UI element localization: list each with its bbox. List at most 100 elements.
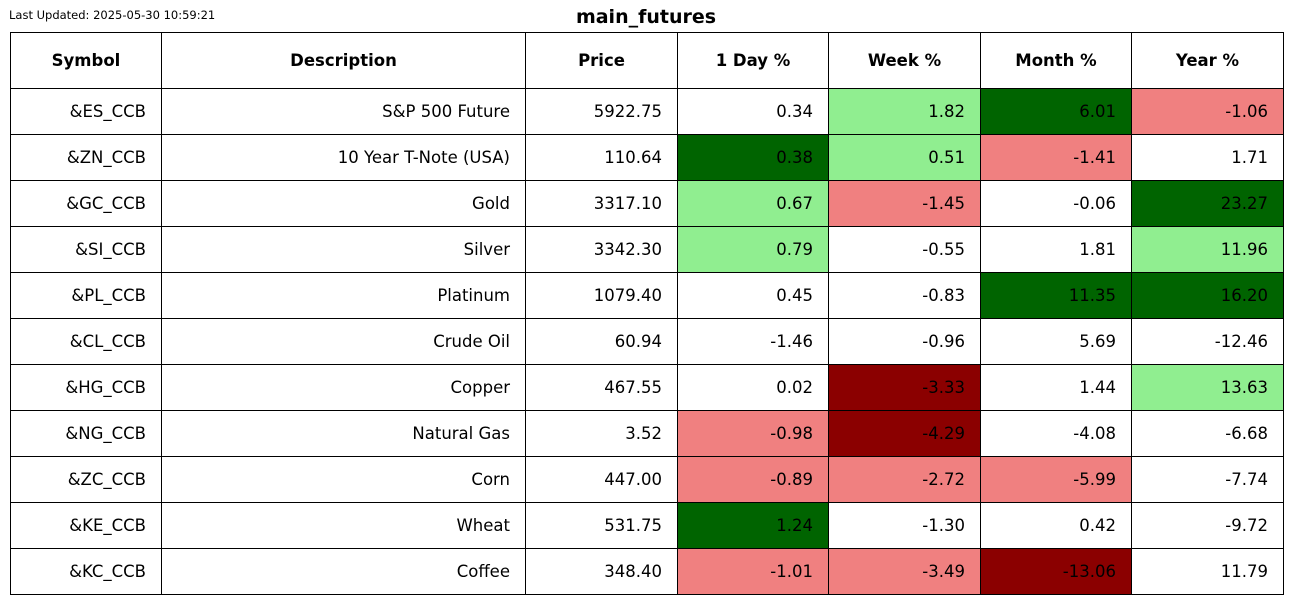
- table-cell: -1.46: [677, 318, 829, 365]
- table-cell: 110.64: [525, 134, 678, 181]
- table-cell: 23.27: [1131, 180, 1284, 227]
- table-cell: -0.55: [828, 226, 981, 273]
- column-header: 1 Day %: [677, 32, 829, 89]
- table-cell: -0.98: [677, 410, 829, 457]
- table-cell: -1.41: [980, 134, 1132, 181]
- table-cell: 6.01: [980, 88, 1132, 135]
- column-header: Week %: [828, 32, 981, 89]
- table-cell: -1.01: [677, 548, 829, 595]
- table-header: Symbol Description Price 1 Day % Week % Month…: [10, 32, 1284, 89]
- table-cell: 3317.10: [525, 180, 678, 227]
- table-cell: 1.24: [677, 502, 829, 549]
- table-row: &NG_CCB Natural Gas 3.52 -0.98 -4.29 -4.08 -6.…: [10, 410, 1284, 457]
- table-cell: Silver: [161, 226, 526, 273]
- table-cell: Copper: [161, 364, 526, 411]
- table-cell: 10 Year T-Note (USA): [161, 134, 526, 181]
- table-row: &ZC_CCB Corn 447.00 -0.89 -2.72 -5.99 -7.74: [10, 456, 1284, 503]
- table-cell: 3342.30: [525, 226, 678, 273]
- table-cell: Platinum: [161, 272, 526, 319]
- table-cell: &KE_CCB: [10, 502, 162, 549]
- table-cell: -1.30: [828, 502, 981, 549]
- table-cell: 1.44: [980, 364, 1132, 411]
- table-row: &HG_CCB Copper 467.55 0.02 -3.33 1.44 13.63: [10, 364, 1284, 411]
- table-cell: -0.89: [677, 456, 829, 503]
- table-cell: 0.02: [677, 364, 829, 411]
- table-cell: -5.99: [980, 456, 1132, 503]
- table-cell: &CL_CCB: [10, 318, 162, 365]
- table-cell: -0.83: [828, 272, 981, 319]
- table-cell: -0.96: [828, 318, 981, 365]
- table-row: &KC_CCB Coffee 348.40 -1.01 -3.49 -13.06 11.79: [10, 548, 1284, 595]
- table-row: &GC_CCB Gold 3317.10 0.67 -1.45 -0.06 23.27: [10, 180, 1284, 227]
- column-header: Year %: [1131, 32, 1284, 89]
- table-cell: 1.82: [828, 88, 981, 135]
- table-cell: 348.40: [525, 548, 678, 595]
- table-cell: Corn: [161, 456, 526, 503]
- table-cell: -0.06: [980, 180, 1132, 227]
- table-cell: 5.69: [980, 318, 1132, 365]
- table-title: main_futures: [575, 6, 717, 28]
- table-row: &ZN_CCB 10 Year T-Note (USA) 110.64 0.38 0.5…: [10, 134, 1284, 181]
- column-header: Symbol: [10, 32, 162, 89]
- table-cell: -4.08: [980, 410, 1132, 457]
- table-body: &ES_CCB S&P 500 Future 5922.75 0.34 1.82 6.01…: [10, 88, 1284, 595]
- column-header: Price: [525, 32, 678, 89]
- table-cell: -3.49: [828, 548, 981, 595]
- table-cell: &ZC_CCB: [10, 456, 162, 503]
- table-row: &PL_CCB Platinum 1079.40 0.45 -0.83 11.35 16.2…: [10, 272, 1284, 319]
- table-cell: 0.42: [980, 502, 1132, 549]
- table-row: &CL_CCB Crude Oil 60.94 -1.46 -0.96 5.69 -12.4…: [10, 318, 1284, 365]
- table-cell: &SI_CCB: [10, 226, 162, 273]
- table-cell: &GC_CCB: [10, 180, 162, 227]
- table-cell: -3.33: [828, 364, 981, 411]
- header-row: Symbol Description Price 1 Day % Week % Month…: [10, 32, 1284, 89]
- table-cell: 1.81: [980, 226, 1132, 273]
- table-cell: 1.71: [1131, 134, 1284, 181]
- table-cell: -6.68: [1131, 410, 1284, 457]
- table-cell: 5922.75: [525, 88, 678, 135]
- table-cell: 447.00: [525, 456, 678, 503]
- table-cell: 0.45: [677, 272, 829, 319]
- table-cell: &NG_CCB: [10, 410, 162, 457]
- table-cell: Crude Oil: [161, 318, 526, 365]
- table-cell: 0.51: [828, 134, 981, 181]
- table-cell: &ES_CCB: [10, 88, 162, 135]
- table-cell: 0.34: [677, 88, 829, 135]
- table-cell: Coffee: [161, 548, 526, 595]
- table-cell: -9.72: [1131, 502, 1284, 549]
- table-cell: Wheat: [161, 502, 526, 549]
- table-cell: 60.94: [525, 318, 678, 365]
- table-cell: &HG_CCB: [10, 364, 162, 411]
- table-cell: -1.45: [828, 180, 981, 227]
- table-cell: &KC_CCB: [10, 548, 162, 595]
- table-cell: -1.06: [1131, 88, 1284, 135]
- table-cell: 467.55: [525, 364, 678, 411]
- table-cell: -13.06: [980, 548, 1132, 595]
- table-cell: 11.79: [1131, 548, 1284, 595]
- table-cell: &PL_CCB: [10, 272, 162, 319]
- table-cell: 0.79: [677, 226, 829, 273]
- table-cell: -12.46: [1131, 318, 1284, 365]
- table-cell: &ZN_CCB: [10, 134, 162, 181]
- table-cell: 0.38: [677, 134, 829, 181]
- table-cell: -4.29: [828, 410, 981, 457]
- table-cell: 1079.40: [525, 272, 678, 319]
- column-header: Month %: [980, 32, 1132, 89]
- table-cell: 11.35: [980, 272, 1132, 319]
- table-row: &SI_CCB Silver 3342.30 0.79 -0.55 1.81 11.96: [10, 226, 1284, 273]
- table-cell: Gold: [161, 180, 526, 227]
- table-cell: S&P 500 Future: [161, 88, 526, 135]
- last-updated: Last Updated: 2025-05-30 10:59:21: [9, 8, 216, 22]
- table-cell: 0.67: [677, 180, 829, 227]
- table-cell: 16.20: [1131, 272, 1284, 319]
- table-cell: Natural Gas: [161, 410, 526, 457]
- table-cell: -2.72: [828, 456, 981, 503]
- futures-table: Symbol Description Price 1 Day % Week % Month…: [10, 32, 1284, 595]
- table-cell: 13.63: [1131, 364, 1284, 411]
- table-row: &KE_CCB Wheat 531.75 1.24 -1.30 0.42 -9.72: [10, 502, 1284, 549]
- table-cell: 11.96: [1131, 226, 1284, 273]
- table-row: &ES_CCB S&P 500 Future 5922.75 0.34 1.82 6.01…: [10, 88, 1284, 135]
- column-header: Description: [161, 32, 526, 89]
- table-cell: -7.74: [1131, 456, 1284, 503]
